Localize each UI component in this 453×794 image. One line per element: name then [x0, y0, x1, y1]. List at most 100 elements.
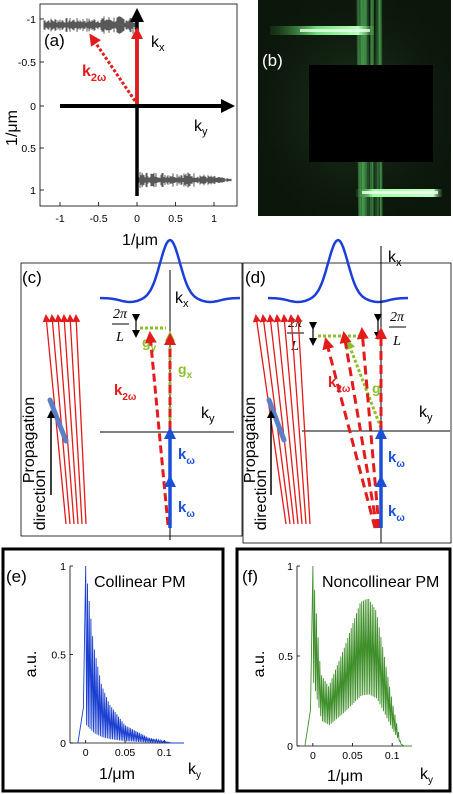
panel-d-ray	[273, 314, 299, 525]
panel-e-ytick-label: 0.5	[51, 650, 66, 662]
panel-f-label: (f)	[242, 567, 258, 586]
panel-d-k2w-arrow	[356, 327, 381, 529]
panel-d-ray	[280, 314, 303, 525]
panel-f-xlabel: ky	[420, 766, 433, 786]
panel-f-ytick-label: 0.5	[278, 651, 293, 663]
panel-e-label: (e)	[6, 567, 27, 586]
panel-f-ylabel: a.u.	[251, 651, 268, 678]
panel-c-L: L	[115, 330, 124, 345]
panel-a-ytick-label: 0	[30, 101, 36, 113]
panel-c-ray	[72, 314, 87, 525]
panel-e-ytick-label: 0	[60, 738, 66, 750]
panel-c-ray	[48, 314, 71, 525]
panel-a-ytick-label: 0.5	[21, 143, 36, 155]
panel-c-propagation-label: Propagation	[21, 397, 38, 483]
panel-c-label: (c)	[22, 268, 42, 287]
panel-e-spectrum-line	[77, 565, 184, 745]
panel-f: 0 0.05 0.1 0 0.5 1 (f) Noncollinear PM a.u. k…	[235, 547, 452, 793]
panel-c-kx-label: kx	[175, 290, 189, 310]
panel-d-L-left: L	[290, 339, 299, 354]
panel-a-ytick-label: -1	[27, 14, 36, 26]
panel-c-2pi: 2π	[113, 307, 128, 322]
panel-a-k2w-tilted-arrow	[89, 33, 137, 102]
panel-f-xunit: 1/μm	[327, 768, 363, 785]
panel-d-kx-label: kx	[388, 249, 402, 269]
panel-b-top-beam-core	[300, 29, 370, 32]
panel-d-g-arrow	[345, 339, 383, 429]
panel-a-upper-streak	[43, 16, 137, 34]
panel-c-direction-label: direction	[32, 470, 49, 530]
panel-f-ytick-label: 1	[287, 561, 293, 573]
panel-d-ray	[294, 314, 311, 525]
panel-c-gx-label: gx	[178, 361, 193, 381]
panel-c: (c) kx ky 2π L gy gx k2ω kω kω Propagati…	[20, 238, 243, 540]
panel-c-ray	[60, 314, 79, 525]
panel-b-beam-block	[309, 65, 433, 162]
panel-c-frame	[20, 262, 243, 537]
panel-d-gaussian-profile	[267, 238, 409, 304]
panel-e-ytick-label: 1	[60, 561, 66, 573]
panel-d-ray	[287, 314, 307, 525]
panel-c-kw-lower-label: kω	[178, 499, 195, 520]
panel-b: (b)	[258, 0, 451, 217]
panel-b-bottom-beam-core	[362, 191, 438, 194]
panel-a-ytick-label: -0.5	[18, 57, 36, 69]
panel-a: -1 -0.5 0 0.5 1 -1 -0.5 0 0.5 1 (a) kx ky k2ω 1/μ…	[4, 3, 238, 249]
panel-d-kw-lower-label: kω	[388, 503, 405, 524]
panel-d-k2w-arrow	[339, 331, 379, 529]
panel-c-crystal	[47, 397, 69, 444]
panel-a-xtick-label: -0.5	[89, 213, 107, 225]
panel-d-g-label: g	[372, 380, 381, 396]
panel-a-k2w-label: k2ω	[82, 63, 106, 84]
panel-d-k2w-label: k2ω	[328, 374, 351, 395]
panel-d-ky-label: ky	[419, 404, 433, 424]
panel-e-ylabel: a.u.	[23, 651, 40, 678]
panel-d-k2w-arrow	[322, 337, 377, 529]
panel-d: (d) kx ky 2π L 2π L g k2ω kω kω Propagat…	[242, 238, 452, 544]
panel-e-xtick-label: 0.1	[157, 747, 172, 759]
panel-a-xtick-label: 1	[211, 213, 217, 225]
panel-e-spectrum	[77, 565, 184, 745]
panel-d-kw-upper-label: kω	[388, 449, 405, 470]
panel-f-spectrum	[304, 565, 412, 747]
panel-c-k2w-tilted-arrow	[144, 331, 170, 526]
panel-a-xtick-label: 0.5	[168, 213, 183, 225]
panel-d-label: (d)	[245, 268, 266, 287]
panel-a-xlabel: 1/μm	[122, 232, 158, 249]
panel-d-2pi-left: 2π	[288, 316, 303, 331]
panel-c-k2w-label: k2ω	[114, 382, 137, 403]
panel-f-xtick-label: 0.05	[342, 750, 363, 762]
panel-d-frame	[242, 262, 452, 544]
panel-d-propagation-label: Propagation	[242, 397, 259, 483]
panel-e-xlabel: ky	[188, 761, 201, 781]
panel-a-ylabel: 1/μm	[4, 110, 21, 146]
panel-e: 0 0.05 0.1 0 0.5 1 (e) Collinear PM a.u. ky 1…	[1, 547, 225, 793]
panel-d-direction-label: direction	[253, 470, 270, 530]
panel-d-2pi-right: 2π	[390, 310, 405, 325]
panel-c-ray	[66, 314, 83, 525]
panel-e-xtick-label: 0.05	[115, 747, 136, 759]
panel-d-L-right: L	[392, 334, 401, 349]
panel-f-spectrum-line	[304, 565, 412, 747]
panel-d-crystal	[266, 397, 287, 443]
panel-f-ytick-label: 0	[287, 741, 293, 753]
panel-f-xtick-label: 0	[310, 750, 316, 762]
panel-c-ky-label: ky	[201, 405, 215, 425]
panel-d-ray	[266, 314, 295, 525]
panel-c-kw-upper-label: kω	[178, 446, 195, 467]
panel-a-kx-label: kx	[151, 34, 165, 54]
panel-d-beam-fan	[252, 314, 311, 525]
panel-f-xtick-label: 0.1	[385, 750, 400, 762]
panel-e-xtick-label: 0	[83, 747, 89, 759]
panel-f-frame	[235, 547, 452, 793]
panel-e-xunit: 1/μm	[99, 766, 135, 783]
panel-c-gaussian-profile	[99, 238, 241, 304]
panel-a-ky-label: ky	[194, 118, 208, 138]
panel-b-label: (b)	[262, 51, 283, 70]
panel-a-xtick-label: -1	[55, 213, 64, 225]
panel-f-title: Noncollinear PM	[322, 574, 439, 591]
panel-a-xtick-label: 0	[134, 213, 140, 225]
panel-e-frame	[1, 547, 225, 793]
panel-e-title: Collinear PM	[94, 574, 186, 591]
